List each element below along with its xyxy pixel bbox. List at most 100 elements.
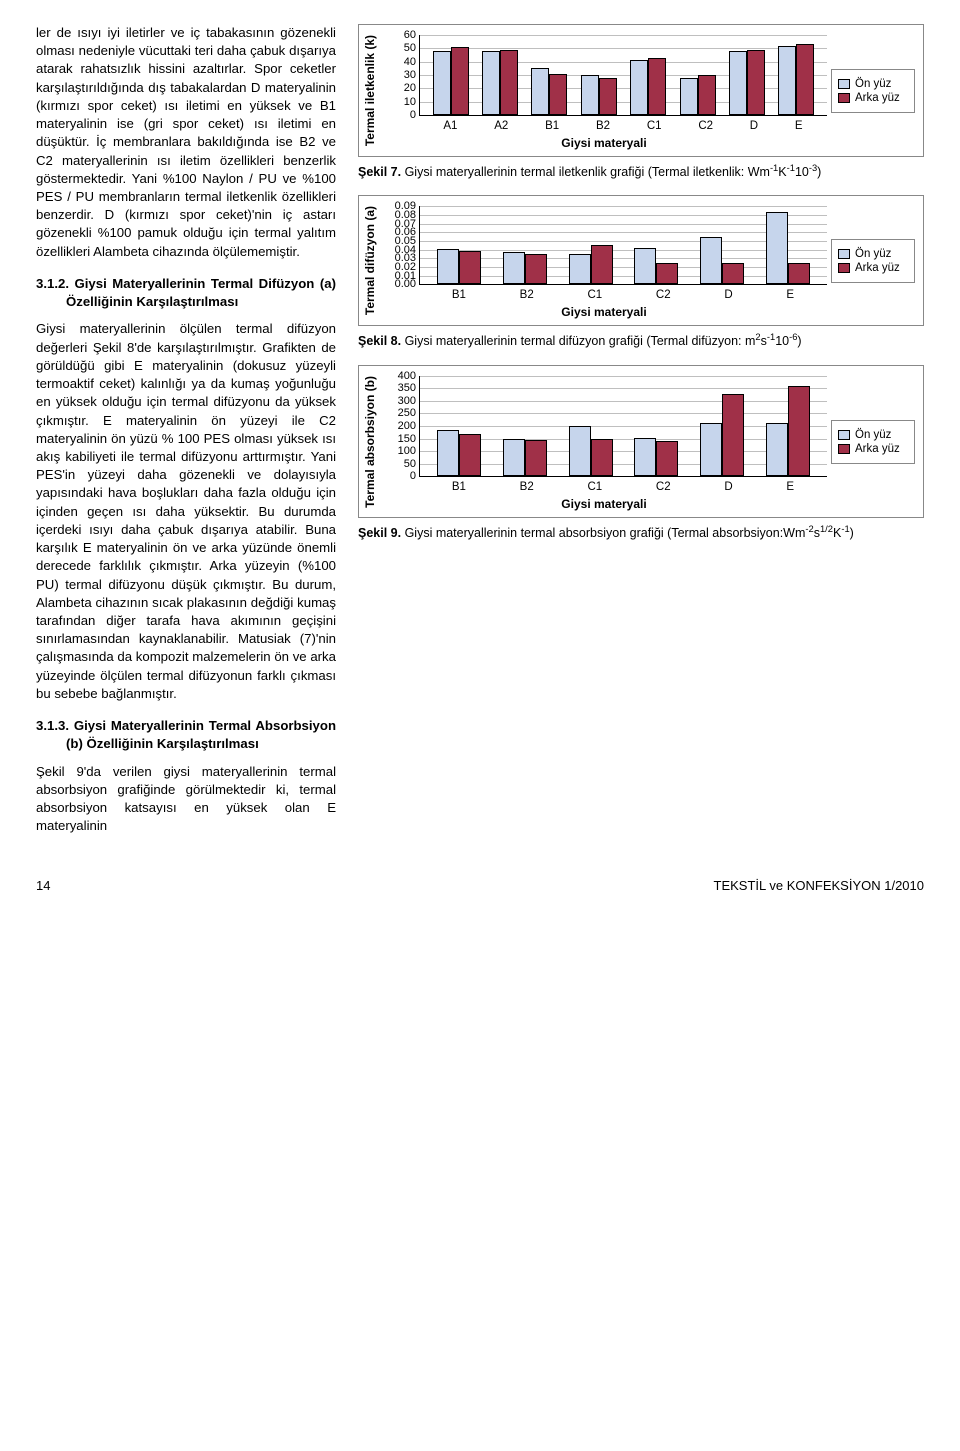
legend-label: Ön yüz bbox=[855, 248, 891, 260]
two-column-layout: ler de ısıyı iyi iletirler ve iç tabakas… bbox=[36, 24, 924, 848]
bar-front bbox=[531, 68, 549, 115]
figure-8: Termal difüzyon (a)0.000.010.020.030.040… bbox=[358, 195, 924, 348]
x-axis-label: Giysi materyali bbox=[377, 305, 831, 319]
bar-front bbox=[766, 212, 788, 284]
bar-back bbox=[525, 440, 547, 477]
legend: Ön yüzArka yüz bbox=[831, 239, 915, 283]
bar-group bbox=[482, 35, 518, 115]
y-tick-label: 200 bbox=[382, 420, 416, 432]
figure-9-caption: Şekil 9. Giysi materyallerinin termal ab… bbox=[358, 524, 924, 540]
bar-back bbox=[525, 254, 547, 284]
x-tick-label: E bbox=[786, 481, 794, 493]
page: ler de ısıyı iyi iletirler ve iç tabakas… bbox=[0, 0, 960, 907]
bar-back bbox=[796, 44, 814, 115]
x-tick-label: B1 bbox=[452, 481, 466, 493]
bar-back bbox=[698, 75, 716, 115]
bar-front bbox=[482, 51, 500, 115]
bar-front bbox=[569, 254, 591, 284]
y-tick-label: 10 bbox=[382, 96, 416, 108]
figure-7-caption: Şekil 7. Giysi materyallerinin termal il… bbox=[358, 163, 924, 179]
y-tick-label: 40 bbox=[382, 56, 416, 68]
bar-group bbox=[778, 35, 814, 115]
bar-group bbox=[766, 376, 810, 477]
paragraph: ler de ısıyı iyi iletirler ve iç tabakas… bbox=[36, 24, 336, 261]
bar-group bbox=[437, 206, 481, 284]
bar-back bbox=[722, 394, 744, 477]
bar-group bbox=[700, 376, 744, 477]
x-tick-label: C1 bbox=[587, 289, 602, 301]
x-tick-label: B2 bbox=[520, 481, 534, 493]
bar-front bbox=[503, 439, 525, 477]
y-tick-label: 150 bbox=[382, 433, 416, 445]
x-tick-label: C2 bbox=[698, 120, 713, 132]
x-tick-label: C2 bbox=[656, 289, 671, 301]
y-axis-label: Termal iletkenlik (k) bbox=[363, 31, 377, 150]
plot-area: 0.000.010.020.030.040.050.060.070.080.09 bbox=[419, 206, 827, 285]
bar-group bbox=[700, 206, 744, 284]
bar-front bbox=[700, 423, 722, 476]
legend-label: Ön yüz bbox=[855, 429, 891, 441]
x-tick-label: B1 bbox=[545, 120, 559, 132]
bar-group bbox=[569, 376, 613, 477]
page-number: 14 bbox=[36, 878, 50, 893]
y-axis-label: Termal absorbsiyon (b) bbox=[363, 372, 377, 512]
y-tick-label: 300 bbox=[382, 395, 416, 407]
bar-group bbox=[630, 35, 666, 115]
chart-7-box: Termal iletkenlik (k)0102030405060A1A2B1… bbox=[358, 24, 924, 157]
x-tick-label: C2 bbox=[656, 481, 671, 493]
page-footer: 14 TEKSTİL ve KONFEKSİYON 1/2010 bbox=[36, 878, 924, 893]
legend-swatch bbox=[838, 263, 850, 273]
bar-back bbox=[549, 74, 567, 115]
figure-8-caption: Şekil 8. Giysi materyallerinin termal di… bbox=[358, 332, 924, 348]
y-tick-label: 100 bbox=[382, 445, 416, 457]
caption-label: Şekil 9. bbox=[358, 527, 401, 541]
y-tick-label: 30 bbox=[382, 69, 416, 81]
bar-group bbox=[581, 35, 617, 115]
legend: Ön yüz Arka yüz bbox=[831, 420, 915, 464]
bar-front bbox=[433, 51, 451, 115]
chart-8-box: Termal difüzyon (a)0.000.010.020.030.040… bbox=[358, 195, 924, 326]
bar-back bbox=[747, 50, 765, 115]
x-axis-label: Giysi materyali bbox=[377, 497, 831, 511]
bar-group bbox=[766, 206, 810, 284]
bar-front bbox=[680, 78, 698, 115]
bar-back bbox=[788, 386, 810, 476]
legend-label: Arka yüz bbox=[855, 443, 900, 455]
bar-front bbox=[630, 60, 648, 115]
bar-front bbox=[581, 75, 599, 115]
bar-front bbox=[503, 252, 525, 284]
caption-text-end: ) bbox=[850, 527, 854, 541]
bar-group bbox=[437, 376, 481, 477]
legend-label: Ön yüz bbox=[855, 78, 891, 90]
bar-front bbox=[634, 438, 656, 476]
x-tick-label: A2 bbox=[494, 120, 508, 132]
caption-text: Giysi materyallerinin termal difüzyon gr… bbox=[401, 335, 755, 349]
right-figure-column: Termal iletkenlik (k)0102030405060A1A2B1… bbox=[358, 24, 924, 848]
y-tick-label: 350 bbox=[382, 382, 416, 394]
bar-group bbox=[634, 376, 678, 477]
plot-area: 0102030405060 bbox=[419, 35, 827, 116]
section-heading-313: 3.1.3. Giysi Materyallerinin Termal Abso… bbox=[36, 717, 336, 753]
chart-9-box: Termal absorbsiyon (b)050100150200250300… bbox=[358, 365, 924, 519]
legend-label: Arka yüz bbox=[855, 92, 900, 104]
x-tick-label: C1 bbox=[647, 120, 662, 132]
bar-front bbox=[729, 51, 747, 115]
bar-back bbox=[459, 434, 481, 477]
x-tick-label: D bbox=[724, 481, 732, 493]
left-text-column: ler de ısıyı iyi iletirler ve iç tabakas… bbox=[36, 24, 336, 848]
legend-swatch bbox=[838, 249, 850, 259]
bar-front bbox=[437, 430, 459, 477]
x-axis-label: Giysi materyali bbox=[377, 136, 831, 150]
bar-back bbox=[591, 245, 613, 285]
caption-text: Giysi materyallerinin termal iletkenlik … bbox=[401, 165, 770, 179]
bar-back bbox=[656, 263, 678, 285]
bar-front bbox=[766, 423, 788, 476]
bar-back bbox=[656, 441, 678, 477]
bar-back bbox=[599, 78, 617, 115]
bar-group bbox=[634, 206, 678, 284]
x-tick-label: E bbox=[795, 120, 803, 132]
x-tick-label: B2 bbox=[596, 120, 610, 132]
caption-text-end: ) bbox=[817, 165, 821, 179]
legend: Ön yüz Arka yüz bbox=[831, 69, 915, 113]
bar-group bbox=[503, 206, 547, 284]
